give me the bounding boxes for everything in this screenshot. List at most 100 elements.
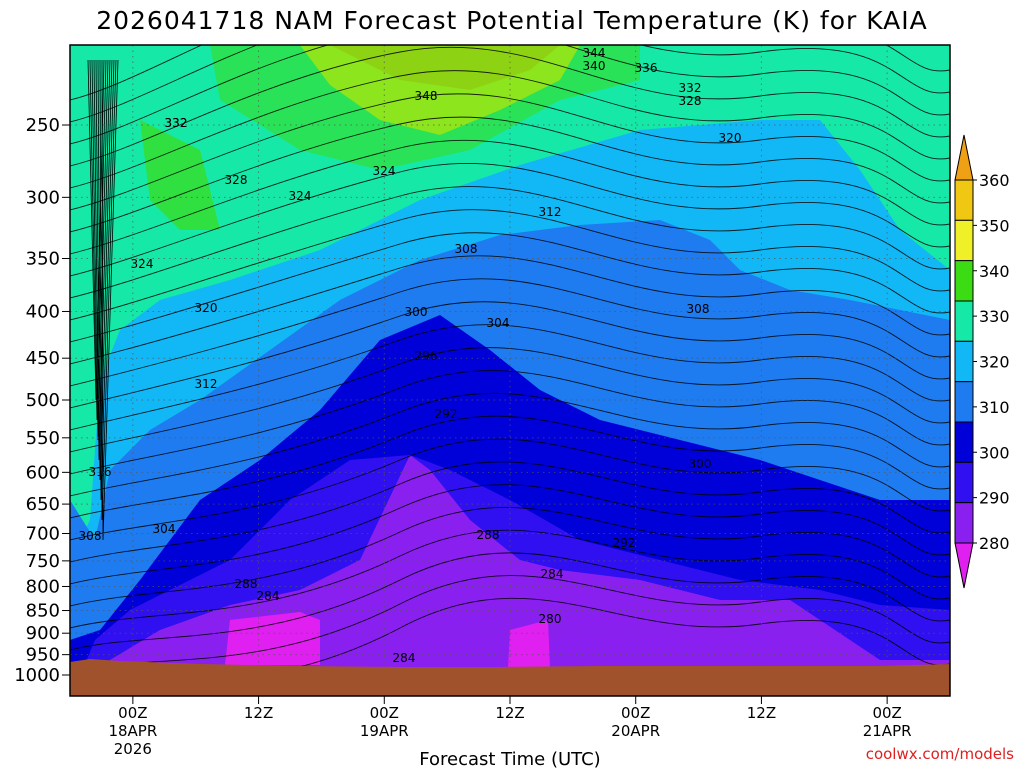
contour-label: 312 [195,377,218,391]
contour-line [70,45,950,145]
y-tick-label: 500 [26,390,60,411]
contour-label: 332 [165,116,188,130]
contour-line [70,116,950,233]
contour-label: 312 [539,205,562,219]
colorbar-tick-label: 360 [979,171,1010,190]
contour-line [70,163,950,277]
colorbar-tick-label: 290 [979,489,1010,508]
contour-line [70,93,950,211]
plot-area [70,45,950,696]
y-tick-label: 1000 [14,665,60,686]
contour-label: 280 [539,612,562,626]
shading-band [210,45,640,170]
contour-label: 332 [679,81,702,95]
colorbar-tick-label: 300 [979,443,1010,462]
contour-label: 284 [393,651,416,665]
contour-label: 304 [487,316,510,330]
contour-label: 316 [89,465,112,479]
contour-label: 328 [679,94,702,108]
contour-label: 324 [373,164,396,178]
contour-line [70,575,950,673]
contour-label: 324 [289,189,312,203]
contour-line [70,461,950,563]
contour-line [70,255,950,365]
colorbar-segment [954,461,974,504]
contour-line [95,59,113,481]
contour-label: 308 [455,242,478,256]
x-tick-label: 21APR [863,722,912,740]
x-tick-label: 12Z [244,704,273,722]
x-tick-label: 12Z [495,704,524,722]
contour-line [70,209,950,321]
shading-band [225,612,550,668]
contour-label: 332 [165,116,188,130]
y-tick-label: 750 [26,551,60,572]
contour-label: 308 [79,529,102,543]
colorbar-tick-label: 320 [979,353,1010,372]
contour-line [97,59,115,501]
contour-label: 304 [153,522,176,536]
contour-label: 320 [195,301,218,315]
contour-label: 320 [719,131,742,145]
colorbar-segment [954,179,974,221]
terrain-ground [70,659,950,696]
contour-label: 328 [225,173,248,187]
colorbar-segment [954,340,974,383]
contour-label: 340 [583,59,606,73]
contour-label: 344 [583,46,606,60]
colorbar-segment [954,502,974,544]
x-tick-label: 00Z [621,704,650,722]
contour-line [70,415,950,519]
y-tick-label: 350 [26,248,60,269]
contour-label: 308 [687,302,710,316]
y-tick-label: 700 [26,523,60,544]
contour-line [70,301,950,409]
x-tick-label: 00Z [118,704,147,722]
colorbar-tick-label: 280 [979,534,1010,553]
contour-label: 284 [541,567,564,581]
contour-line [91,59,109,441]
x-axis-label: Forecast Time (UTC) [419,749,600,768]
colorbar-segment [954,381,974,423]
contour-line [70,70,950,189]
chart-title: 2026041718 NAM Forecast Potential Temper… [96,6,928,35]
x-tick-label: 18APR [108,722,157,740]
contour-label: 348 [415,89,438,103]
contour-line [70,552,950,651]
contour-line [70,45,950,123]
contour-line [70,139,950,255]
x-tick-label: 20APR [611,722,660,740]
y-tick-label: 850 [26,601,60,622]
y-tick-label: 450 [26,348,60,369]
y-axis: 2503003504004505005506006507007508008509… [14,115,70,686]
colorbar-tick-label: 330 [979,307,1010,326]
contour-label: 300 [405,305,428,319]
contour-line [70,484,950,585]
contour-label: 300 [689,457,712,471]
y-tick-label: 400 [26,301,60,322]
colorbar-top-arrow [954,134,974,181]
y-tick-label: 950 [26,645,60,666]
contour-line [70,347,950,453]
colorbar-segment [954,421,974,463]
x-tick-label: 2026 [114,740,152,758]
contour-line [89,59,107,421]
contour-line [70,186,950,299]
colorbar-segment [954,260,974,302]
contour-line [70,278,950,387]
y-tick-label: 600 [26,462,60,483]
contour-line [70,438,950,541]
contour-label: 292 [613,536,636,550]
y-tick-label: 650 [26,494,60,515]
y-tick-label: 900 [26,623,60,644]
contour-line [93,59,111,461]
contour-line [99,59,117,521]
contour-label: 292 [435,407,458,421]
colorbar-segment [954,300,974,342]
colorbar: 280 290 300 310 320 330 340 350 360 [954,134,1010,589]
y-tick-label: 800 [26,576,60,597]
colorbar-tick-label: 310 [979,398,1010,417]
x-tick-label: 12Z [747,704,776,722]
